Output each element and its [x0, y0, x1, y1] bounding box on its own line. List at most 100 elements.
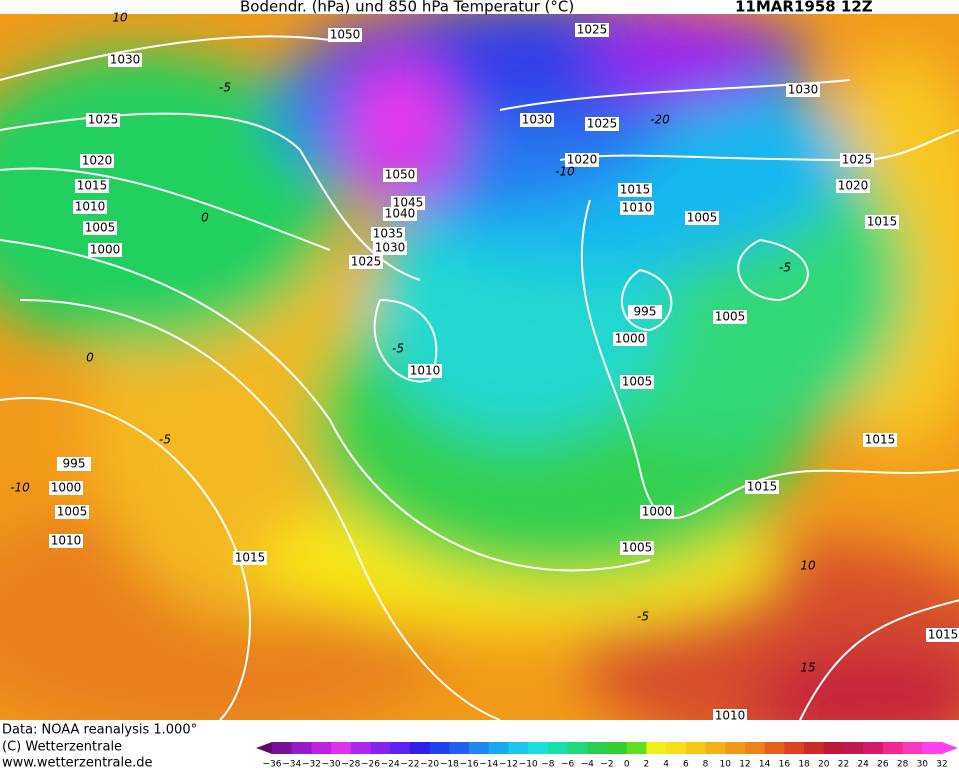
colorbar-label: 2 [644, 760, 650, 770]
isobar-label: 1010 [410, 364, 441, 378]
isobar-label: 1005 [622, 541, 653, 555]
isobar-label-box [745, 480, 779, 494]
colorbar-label: −12 [499, 760, 518, 770]
colorbar-swatch [547, 742, 569, 754]
colorbar-label: 32 [936, 760, 947, 770]
isobar-label-box [713, 709, 747, 723]
colorbar-swatch [725, 742, 746, 754]
colorbar-swatch [567, 742, 588, 754]
colorbar-label: −24 [381, 760, 400, 770]
colorbar-end [256, 742, 272, 754]
colorbar-label: 18 [798, 760, 810, 770]
isobar-label: 1050 [330, 28, 361, 42]
colorbar-label: −20 [420, 760, 439, 770]
colorbar-swatch [429, 742, 450, 754]
isobar-label-box [233, 551, 267, 565]
colorbar-swatch [508, 742, 529, 754]
colorbar-label: 14 [759, 760, 771, 770]
colorbar-swatch [409, 742, 431, 754]
isobar-label-box [408, 364, 442, 378]
isobar-label: 1005 [622, 375, 653, 389]
colorbar-swatch [922, 742, 943, 754]
isobar-label: 1015 [928, 628, 959, 642]
footer-line: (C) Wetterzentrale [2, 740, 122, 755]
isobar-label-box [75, 179, 109, 193]
isobar-label: 1020 [82, 154, 113, 168]
isobar-label-box [57, 457, 91, 471]
footer-line: www.wetterzentrale.de [2, 756, 152, 770]
isobar-label-box [865, 215, 899, 229]
isobar-label: 1000 [51, 481, 82, 495]
isobar-label-box [613, 332, 647, 346]
temperature-label: -5 [219, 81, 231, 95]
isobar-label-box [565, 153, 599, 167]
isobar-label-box [840, 153, 874, 167]
isobar-label: 1025 [587, 117, 618, 131]
colorbar-swatch [823, 742, 844, 754]
colorbar-swatch [804, 742, 825, 754]
isobar-label-box [83, 221, 117, 235]
colorbar-swatch [449, 742, 470, 754]
isobar-label: 1030 [788, 83, 819, 97]
isobar-label-box [73, 200, 107, 214]
isobar-label: 1005 [85, 221, 116, 235]
isobar-label: 1015 [867, 215, 898, 229]
colorbar-label: 22 [838, 760, 849, 770]
temperature-label: 15 [800, 661, 815, 675]
map-title: Bodendr. (hPa) und 850 hPa Temperatur (°… [240, 0, 574, 16]
isobar-label-box [108, 53, 142, 67]
isobar-label: 1020 [838, 179, 869, 193]
isobar-label: 1035 [373, 227, 404, 241]
colorbar-label: 28 [897, 760, 909, 770]
colorbar-swatch [370, 742, 391, 754]
isobar-label-box [620, 541, 654, 555]
colorbar-label: 12 [739, 760, 750, 770]
isobar-label-box [585, 117, 619, 131]
isobar-label-box [383, 168, 417, 182]
colorbar-label: 30 [917, 760, 929, 770]
isobar-label: 1025 [577, 23, 608, 37]
isobar-label: 1050 [385, 168, 416, 182]
colorbar-swatch [390, 742, 411, 754]
temperature-label: 10 [112, 11, 128, 25]
isobar-label: 1005 [715, 310, 746, 324]
colorbar-swatch [469, 742, 490, 754]
isobar-label-box [713, 310, 747, 324]
colorbar-label: 24 [857, 760, 869, 770]
isobar-label: 1000 [90, 243, 121, 257]
isobar-label: 1015 [235, 551, 266, 565]
colorbar-swatch [843, 742, 864, 754]
colorbar-swatch [528, 742, 549, 754]
isobar-label-box [383, 207, 417, 221]
temperature-label: 10 [800, 559, 816, 573]
colorbar-swatch [272, 742, 293, 754]
colorbar-swatch [350, 742, 372, 754]
footer-line: Data: NOAA reanalysis 1.000° [2, 723, 197, 738]
isobar-label-box [926, 628, 959, 642]
temperature-label: 0 [86, 351, 94, 365]
isobar-label-box [49, 481, 83, 495]
temperature-label: -5 [392, 342, 404, 356]
isobar-label: 1010 [622, 201, 653, 215]
map-labels: 1050 102510301025102010151010100510001050… [10, 11, 959, 723]
colorbar-swatch [863, 742, 884, 754]
isobar-label-box [371, 227, 405, 241]
isobar-label-box [836, 179, 870, 193]
isobar-label: 1030 [375, 241, 406, 255]
isobar-label: 995 [634, 305, 657, 319]
colorbar-label: 10 [720, 760, 732, 770]
isobar-label-box [520, 113, 554, 127]
temperature-label: -10 [10, 481, 30, 495]
title-bar [0, 0, 959, 14]
colorbar-swatch [488, 742, 509, 754]
isobar-label-box [628, 305, 662, 319]
isobar-label-box [786, 83, 820, 97]
colorbar-label: 6 [683, 760, 689, 770]
isobar-label: 1030 [110, 53, 141, 67]
isobar-label-box [80, 154, 114, 168]
isobar-label-box [86, 113, 120, 127]
isobar-label: 1025 [351, 255, 382, 269]
colorbar-label: −28 [341, 760, 360, 770]
colorbar: −36 −34 −32 −30 −28 −26 −24 −22 −20 −18 −16 −14 −12−… [256, 742, 958, 770]
isobar-label: 1010 [75, 200, 106, 214]
